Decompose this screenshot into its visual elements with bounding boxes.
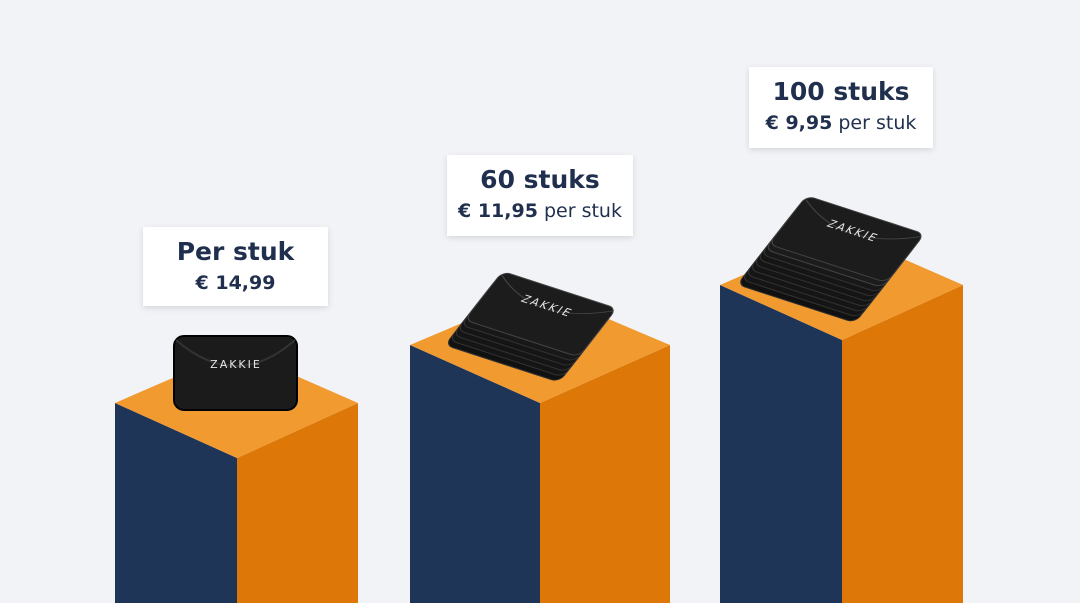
price-card: 100 stuks € 9,95 per stuk <box>749 67 933 148</box>
pillar-side <box>115 403 237 603</box>
pouch-stack: ZAKKIE <box>447 272 614 381</box>
tier-price: € 11,95 <box>458 200 538 222</box>
tier-unit: per stuk <box>838 112 917 134</box>
pillar-side <box>237 403 358 603</box>
pillar-side <box>720 285 842 603</box>
tier-price: € 14,99 <box>195 272 276 294</box>
pouch-stack: ZAKKIE <box>740 197 922 322</box>
pillar-side <box>842 285 963 603</box>
pouch <box>173 335 298 411</box>
tier-title: Per stuk <box>176 237 295 266</box>
tier-unit: per stuk <box>543 200 622 222</box>
price-card: 60 stuks € 11,95 per stuk <box>447 155 633 236</box>
tier-title: 100 stuks <box>772 77 910 106</box>
pillar-side <box>540 345 670 603</box>
pillar-side <box>410 345 540 603</box>
pouch-flap <box>175 339 296 367</box>
price-card: Per stuk € 14,99 <box>143 227 328 306</box>
tier-price: € 9,95 <box>765 112 833 134</box>
brand-text: ZAKKIE <box>210 358 262 371</box>
tier-title: 60 stuks <box>480 165 600 194</box>
